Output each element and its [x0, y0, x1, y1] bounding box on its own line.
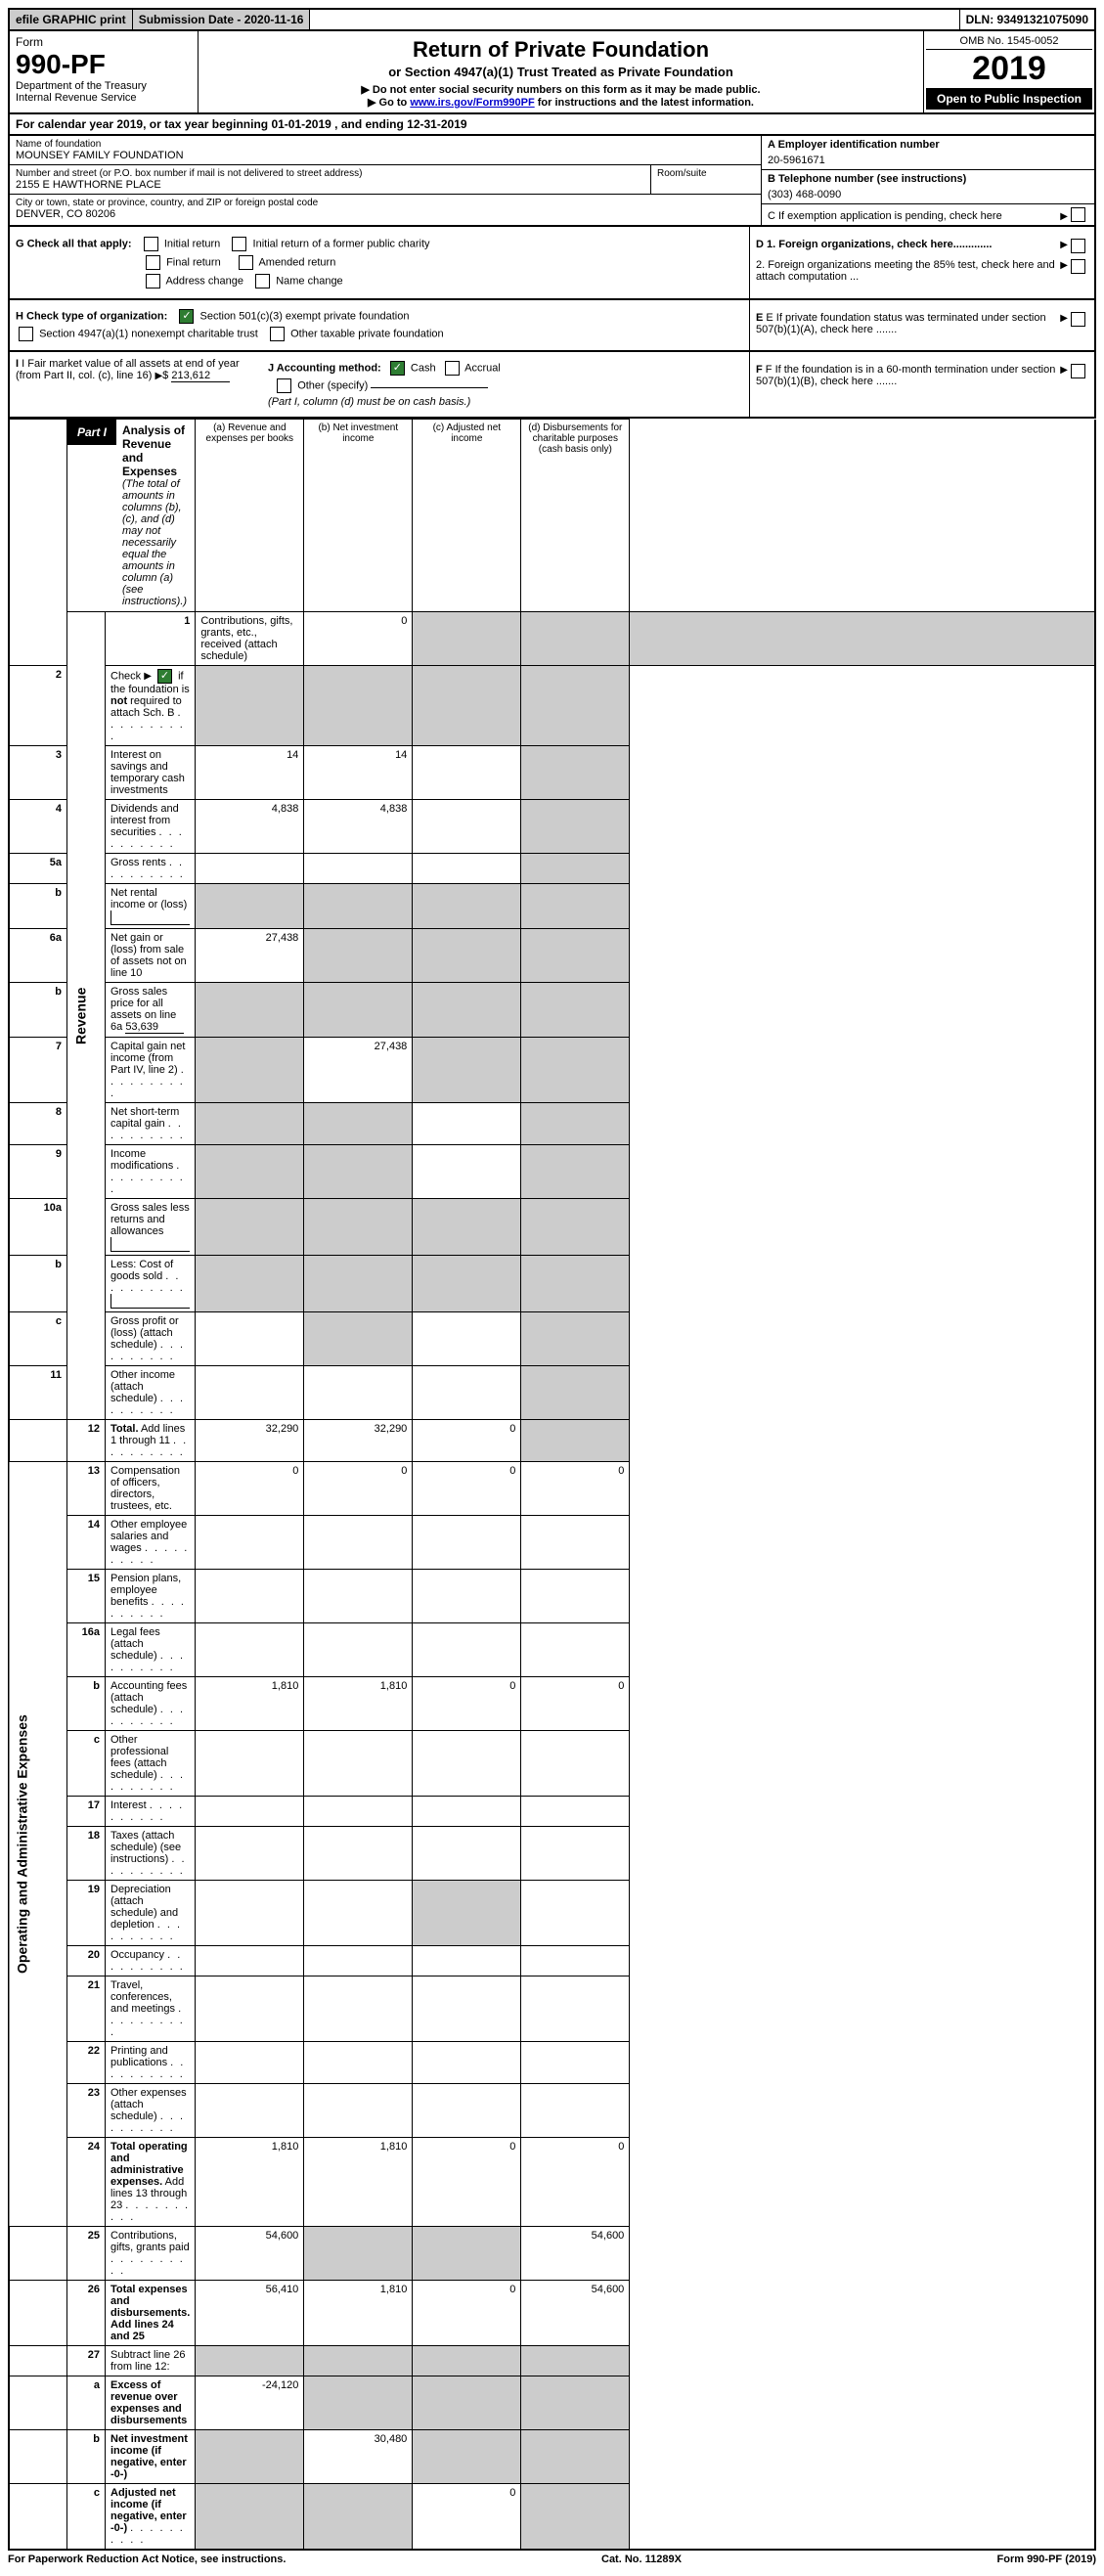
- ein: 20-5961671: [768, 151, 1088, 166]
- tax-year: 2019: [926, 50, 1092, 88]
- foundation-name: MOUNSEY FAMILY FOUNDATION: [16, 150, 755, 161]
- part1-table: Part I Analysis of Revenue and Expenses …: [8, 419, 1096, 2551]
- sch-b-checkbox[interactable]: [157, 669, 172, 684]
- form-header: Form 990-PF Department of the Treasury I…: [8, 31, 1096, 114]
- revenue-section-label: Revenue: [67, 612, 106, 1420]
- accrual-method-checkbox[interactable]: [445, 361, 460, 376]
- col-c-header: (c) Adjusted net income: [413, 420, 521, 612]
- page-footer: For Paperwork Reduction Act Notice, see …: [8, 2551, 1096, 2568]
- omb-number: OMB No. 1545-0052: [926, 33, 1092, 50]
- name-change-checkbox[interactable]: [255, 274, 270, 289]
- amended-return-checkbox[interactable]: [239, 255, 253, 270]
- submission-date: Submission Date - 2020-11-16: [133, 10, 311, 29]
- calendar-year-row: For calendar year 2019, or tax year begi…: [8, 114, 1096, 136]
- dln: DLN: 93491321075090: [959, 10, 1094, 29]
- instructions-link[interactable]: www.irs.gov/Form990PF: [410, 97, 534, 109]
- arrow-icon: [1060, 210, 1068, 222]
- section-h-e: H Check type of organization: Section 50…: [8, 300, 1096, 352]
- form-id-block: Form 990-PF Department of the Treasury I…: [10, 31, 199, 112]
- initial-former-checkbox[interactable]: [232, 237, 246, 251]
- form-title-block: Return of Private Foundation or Section …: [199, 31, 923, 112]
- section-g-d: G Check all that apply: Initial return I…: [8, 227, 1096, 300]
- 501c3-checkbox[interactable]: [179, 309, 194, 324]
- street-address: 2155 E HAWTHORNE PLACE: [16, 179, 644, 191]
- phone: (303) 468-0090: [768, 185, 1088, 200]
- top-bar: efile GRAPHIC print Submission Date - 20…: [8, 8, 1096, 31]
- col-d-header: (d) Disbursements for charitable purpose…: [521, 420, 630, 612]
- final-return-checkbox[interactable]: [146, 255, 160, 270]
- col-a-header: (a) Revenue and expenses per books: [196, 420, 304, 612]
- city-state-zip: DENVER, CO 80206: [16, 208, 755, 220]
- year-block: OMB No. 1545-0052 2019 Open to Public In…: [923, 31, 1094, 112]
- f-checkbox[interactable]: [1071, 364, 1085, 378]
- col-b-header: (b) Net investment income: [304, 420, 413, 612]
- e-checkbox[interactable]: [1071, 312, 1085, 327]
- other-method-checkbox[interactable]: [277, 378, 291, 393]
- open-to-public: Open to Public Inspection: [926, 88, 1092, 110]
- section-i-j-f: I I Fair market value of all assets at e…: [8, 352, 1096, 419]
- efile-label: efile GRAPHIC print: [10, 10, 133, 29]
- form-number: 990-PF: [16, 49, 192, 80]
- part1-label: Part I: [67, 420, 116, 445]
- initial-return-checkbox[interactable]: [144, 237, 158, 251]
- d2-checkbox[interactable]: [1071, 259, 1085, 274]
- expenses-section-label: Operating and Administrative Expenses: [9, 1462, 67, 2227]
- other-taxable-checkbox[interactable]: [270, 327, 285, 341]
- 4947a1-checkbox[interactable]: [19, 327, 33, 341]
- d1-checkbox[interactable]: [1071, 239, 1085, 253]
- fmv-value: 213,612: [171, 370, 230, 382]
- room-suite: Room/suite: [650, 165, 761, 195]
- cash-method-checkbox[interactable]: [390, 361, 405, 376]
- entity-info: Name of foundation MOUNSEY FAMILY FOUNDA…: [8, 136, 1096, 227]
- form-title: Return of Private Foundation: [204, 37, 917, 63]
- address-change-checkbox[interactable]: [146, 274, 160, 289]
- exemption-pending-checkbox[interactable]: [1071, 207, 1085, 222]
